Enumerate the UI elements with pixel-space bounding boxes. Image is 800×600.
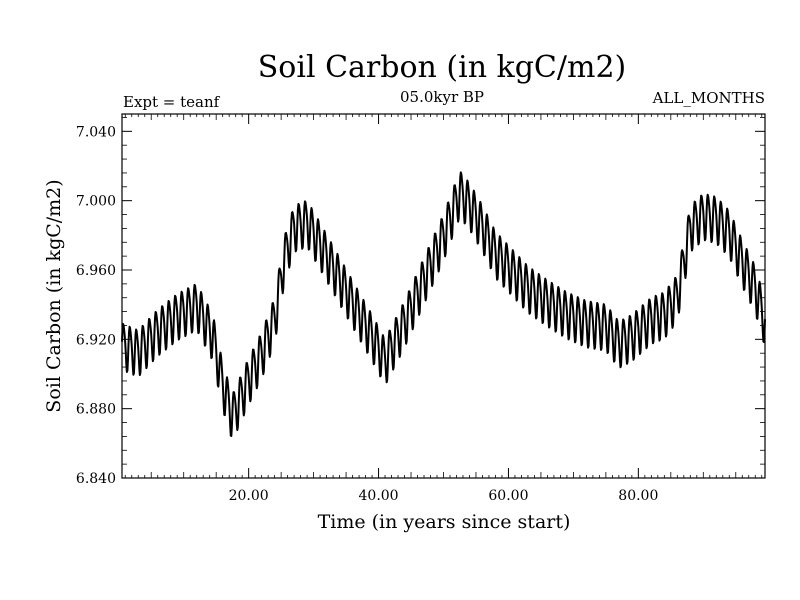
y-tick-label: 6.960	[76, 263, 116, 279]
plot-frame	[121, 113, 766, 479]
y-tick-label: 6.880	[76, 402, 116, 418]
y-tick-label: 6.840	[76, 471, 116, 487]
months-label: ALL_MONTHS	[652, 89, 765, 107]
y-tick-labels: 6.840 6.880 6.920 6.960 7.000 7.040	[76, 124, 116, 487]
x-tick-label: 40.00	[359, 488, 399, 504]
experiment-label: Expt = teanf	[123, 93, 221, 111]
x-tick-label: 60.00	[488, 488, 528, 504]
soil-carbon-series-line	[121, 171, 766, 437]
chart-title: Soil Carbon (in kgC/m2)	[258, 50, 626, 85]
y-axis-label: Soil Carbon (in kgC/m2)	[43, 179, 65, 412]
y-tick-label: 7.040	[76, 124, 116, 140]
y-tick-label: 7.000	[76, 194, 116, 210]
x-tick-label: 20.00	[229, 488, 269, 504]
period-label: 05.0kyr BP	[400, 88, 484, 106]
x-tick-labels: 20.00 40.00 60.00 80.00	[229, 488, 659, 504]
x-axis-label: Time (in years since start)	[318, 511, 571, 533]
y-tick-label: 6.920	[76, 332, 116, 348]
x-tick-label: 80.00	[618, 488, 658, 504]
